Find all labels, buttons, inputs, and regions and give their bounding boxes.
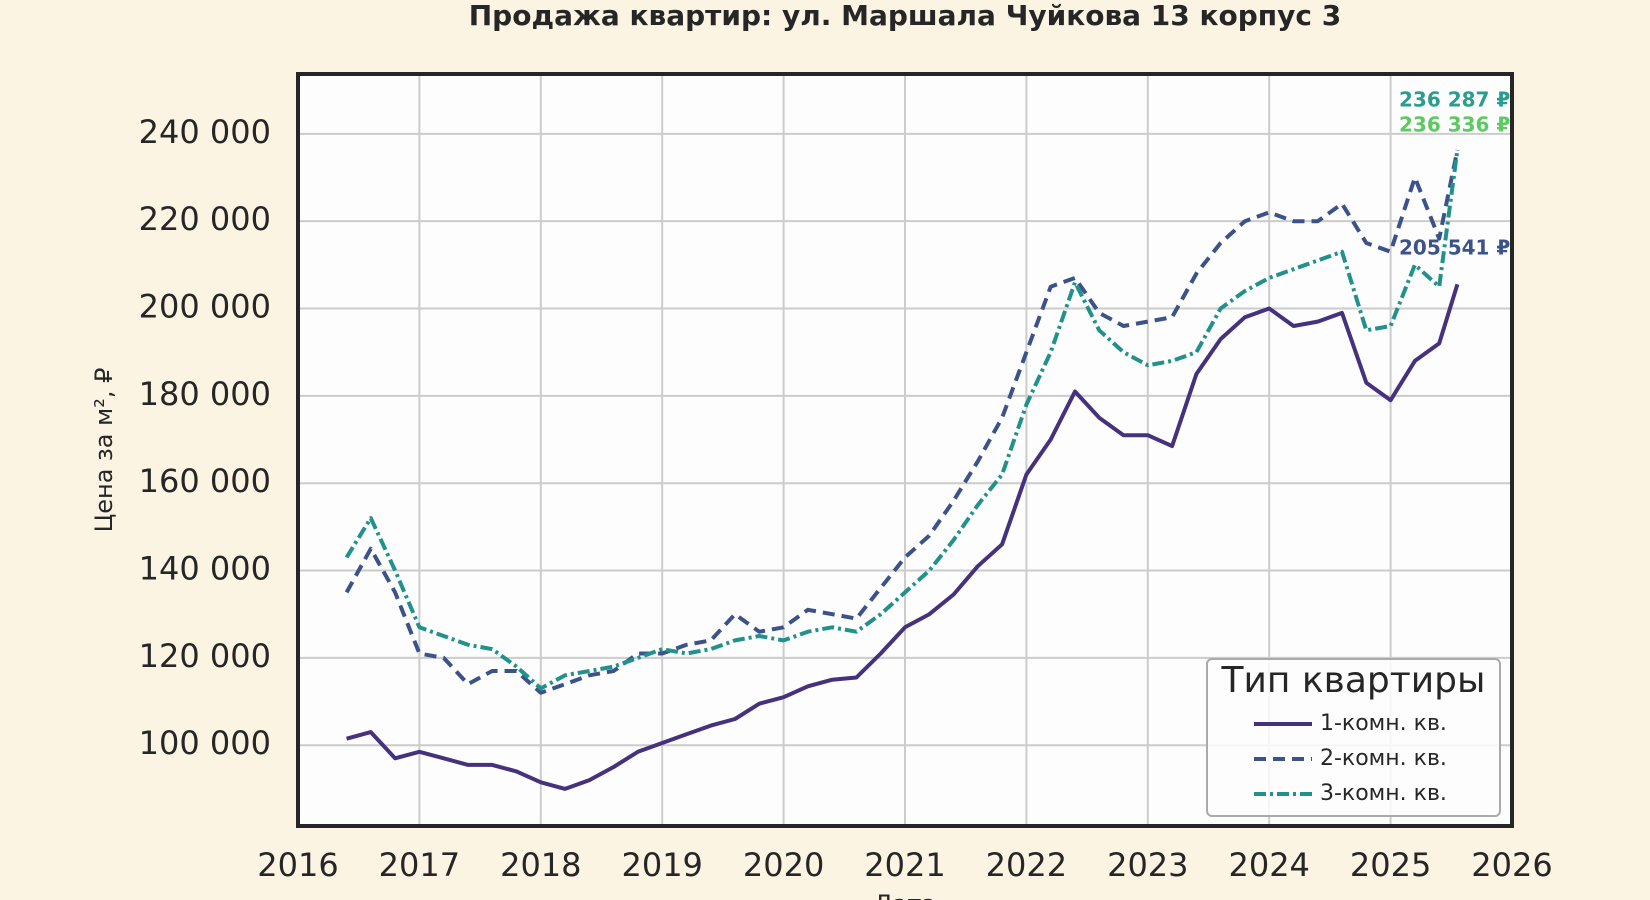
y-tick-label: 100 000 — [139, 724, 271, 762]
y-tick-label: 120 000 — [139, 637, 271, 675]
legend-box — [1206, 658, 1501, 817]
legend-title: Тип квартиры — [1221, 660, 1486, 701]
y-tick-label: 140 000 — [139, 550, 271, 588]
y-axis-label: Цена за м², ₽ — [90, 368, 118, 533]
annotation: 236 336 ₽ — [1399, 113, 1510, 137]
x-tick-label: 2019 — [621, 846, 702, 884]
y-tick-label: 240 000 — [139, 113, 271, 151]
y-tick-label: 200 000 — [139, 288, 271, 326]
y-tick-label: 180 000 — [139, 375, 271, 413]
annotation: 205 541 ₽ — [1399, 236, 1510, 260]
annotation: 236 287 ₽ — [1399, 88, 1510, 112]
x-tick-label: 2022 — [986, 846, 1067, 884]
legend-label: 2-комн. кв. — [1320, 746, 1447, 771]
x-tick-label: 2024 — [1228, 846, 1309, 884]
x-tick-label: 2017 — [379, 846, 460, 884]
x-tick-label: 2023 — [1107, 846, 1188, 884]
x-tick-label: 2020 — [743, 846, 824, 884]
legend-label: 1-комн. кв. — [1320, 711, 1447, 736]
x-tick-label: 2026 — [1471, 846, 1552, 884]
x-axis-label: Дата — [874, 890, 936, 900]
x-tick-label: 2021 — [864, 846, 945, 884]
legend-label: 3-комн. кв. — [1320, 781, 1447, 806]
y-tick-label: 220 000 — [139, 200, 271, 238]
plot-frame — [296, 72, 1514, 828]
chart-title: Продажа квартир: ул. Маршала Чуйкова 13 … — [469, 0, 1341, 32]
series-line — [344, 149, 1460, 691]
y-tick-label: 160 000 — [139, 462, 271, 500]
x-tick-label: 2016 — [257, 846, 338, 884]
series-line — [346, 283, 1460, 791]
series-line — [344, 149, 1460, 695]
x-tick-label: 2025 — [1350, 846, 1431, 884]
x-tick-label: 2018 — [500, 846, 581, 884]
